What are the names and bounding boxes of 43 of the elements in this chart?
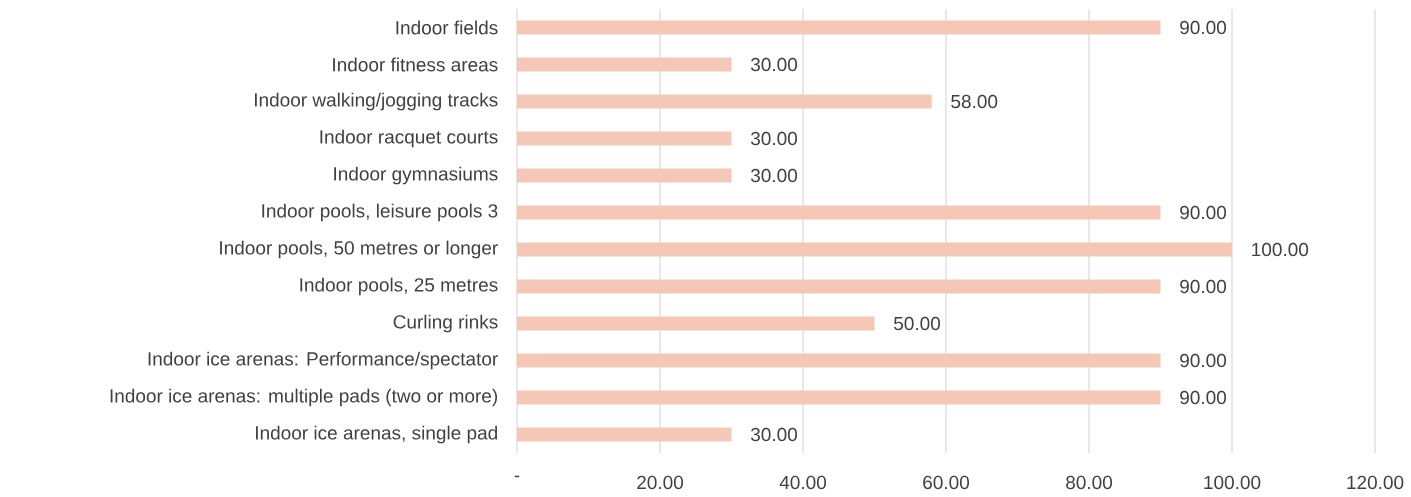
bar: [517, 168, 732, 183]
y-tick-label: Indoor ice arenas: Performance/spectator: [148, 351, 498, 370]
y-tick-label: Indoor walking/jogging tracks: [254, 92, 498, 111]
data-label: 90.00: [1180, 205, 1227, 220]
y-tick-label: Indoor fitness areas: [333, 57, 498, 72]
x-tick-label: 40.00: [779, 475, 827, 490]
y-tick-label: Indoor racquet courts: [320, 129, 498, 148]
data-label: 100.00: [1252, 242, 1309, 257]
bar: [517, 205, 1161, 220]
bar: [517, 316, 875, 331]
y-tick-label: Indoor pools, 25 metres: [300, 277, 498, 296]
y-tick-label: Indoor pools, leisure pools 3: [262, 203, 498, 222]
x-tick-label: 80.00: [1066, 475, 1113, 490]
bar: [517, 94, 932, 109]
bar: [517, 427, 732, 442]
x-tick-label: 60.00: [923, 475, 970, 490]
data-label: 50.00: [893, 316, 941, 331]
x-tick-label: 20.00: [637, 475, 684, 490]
y-tick-label: Indoor gymnasiums: [334, 166, 498, 185]
y-tick-label: Indoor ice arenas, single pad: [256, 425, 497, 444]
data-label: 30.00: [750, 131, 798, 146]
bar: [517, 20, 1161, 35]
y-tick-label: Indoor ice arenas: multiple pads (two or more): [110, 388, 498, 407]
bar: [517, 279, 1161, 294]
data-label: 58.00: [951, 94, 998, 109]
data-label: 90.00: [1180, 279, 1227, 294]
y-tick-label: Indoor pools, 50 metres or longer: [220, 240, 498, 259]
y-tick-label: Indoor fields: [396, 20, 498, 35]
data-label: 30.00: [750, 427, 798, 442]
x-tick-label: 120.00: [1347, 475, 1404, 490]
data-label: 90.00: [1180, 20, 1227, 35]
data-label: 30.00: [750, 168, 798, 183]
data-label: 30.00: [750, 57, 798, 72]
data-label: 90.00: [1180, 390, 1227, 405]
data-label: 90.00: [1180, 353, 1227, 368]
y-tick-label: Curling rinks: [393, 314, 498, 333]
bar: [517, 57, 732, 72]
bar: [517, 131, 732, 146]
bar: [517, 390, 1161, 405]
x-tick-label: -: [514, 475, 520, 478]
bar: [517, 353, 1161, 368]
x-tick-label: 100.00: [1204, 475, 1261, 490]
bar: [517, 242, 1233, 257]
